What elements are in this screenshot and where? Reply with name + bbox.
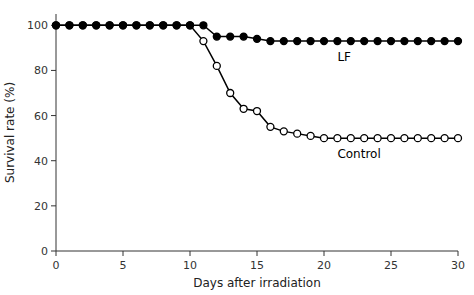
series-marker: [200, 38, 207, 45]
series-marker: [374, 135, 381, 142]
series-marker: [160, 22, 167, 29]
series-marker: [374, 38, 381, 45]
x-tick-label: 15: [250, 259, 264, 272]
series-marker: [334, 135, 341, 142]
series-marker: [120, 22, 127, 29]
series-marker: [280, 128, 287, 135]
series-marker: [66, 22, 73, 29]
series-marker: [254, 35, 261, 42]
x-tick: [123, 251, 124, 256]
x-tick-label: 0: [53, 259, 60, 272]
series-marker: [133, 22, 140, 29]
series-marker: [307, 38, 314, 45]
x-tick: [391, 251, 392, 256]
series-marker: [401, 38, 408, 45]
series-marker: [146, 22, 153, 29]
y-tick-label: 100: [27, 19, 48, 32]
series-marker: [455, 38, 462, 45]
series-marker: [321, 135, 328, 142]
series-marker: [200, 22, 207, 29]
x-tick: [257, 251, 258, 256]
series-marker: [441, 38, 448, 45]
series-marker: [213, 33, 220, 40]
series-marker: [347, 38, 354, 45]
series-marker: [93, 22, 100, 29]
series-marker: [227, 33, 234, 40]
x-axis-label: Days after irradiation: [193, 276, 321, 290]
y-tick: [51, 205, 56, 206]
series-marker: [79, 22, 86, 29]
series-marker: [294, 38, 301, 45]
series-marker: [388, 135, 395, 142]
y-tick: [51, 160, 56, 161]
series-label: LF: [337, 50, 351, 64]
series-marker: [428, 38, 435, 45]
x-tick: [458, 251, 459, 256]
x-tick-label: 30: [451, 259, 465, 272]
series-marker: [441, 135, 448, 142]
y-tick: [51, 115, 56, 116]
x-tick-label: 10: [183, 259, 197, 272]
series-marker: [106, 22, 113, 29]
series-marker: [133, 22, 140, 29]
x-tick-label: 5: [120, 259, 127, 272]
series-marker: [53, 22, 60, 29]
series-marker: [106, 22, 113, 29]
series-marker: [401, 135, 408, 142]
y-tick-label: 20: [34, 200, 48, 213]
series-marker: [294, 130, 301, 137]
series-marker: [307, 132, 314, 139]
y-tick: [51, 251, 56, 252]
series-line: [56, 25, 458, 138]
series-marker: [79, 22, 86, 29]
series-marker: [227, 90, 234, 97]
x-tick: [190, 251, 191, 256]
series-marker: [414, 135, 421, 142]
y-tick: [51, 70, 56, 71]
series-marker: [267, 123, 274, 130]
y-tick-label: 40: [34, 155, 48, 168]
series-marker: [414, 38, 421, 45]
series-marker: [120, 22, 127, 29]
series-marker: [455, 135, 462, 142]
series-marker: [428, 135, 435, 142]
series-label: Control: [337, 147, 380, 161]
series-marker: [347, 135, 354, 142]
series-marker: [321, 38, 328, 45]
y-tick-label: 80: [34, 64, 48, 77]
series-marker: [240, 33, 247, 40]
series-marker: [187, 22, 194, 29]
series-marker: [173, 22, 180, 29]
plot-area: [53, 22, 462, 142]
series-marker: [160, 22, 167, 29]
series-marker: [53, 22, 60, 29]
series: [53, 22, 462, 45]
series-marker: [334, 38, 341, 45]
series-marker: [254, 108, 261, 115]
x-tick: [324, 251, 325, 256]
series-marker: [66, 22, 73, 29]
y-tick-label: 0: [41, 245, 48, 258]
series-marker: [146, 22, 153, 29]
series: [53, 22, 462, 142]
series-marker: [361, 135, 368, 142]
series-marker: [280, 38, 287, 45]
series-marker: [267, 38, 274, 45]
x-tick-label: 20: [317, 259, 331, 272]
series-marker: [93, 22, 100, 29]
y-axis-line: [56, 14, 57, 251]
series-marker: [187, 22, 194, 29]
y-axis-label: Survival rate (%): [3, 82, 17, 183]
series-marker: [240, 105, 247, 112]
y-tick-label: 60: [34, 110, 48, 123]
series-marker: [388, 38, 395, 45]
series-marker: [213, 62, 220, 69]
x-tick: [56, 251, 57, 256]
x-tick-label: 25: [384, 259, 398, 272]
chart: 0 5 10 15 20 25 30 0 20 40 60 80 100 Days after irrad…: [0, 0, 474, 295]
series-marker: [173, 22, 180, 29]
series-marker: [361, 38, 368, 45]
